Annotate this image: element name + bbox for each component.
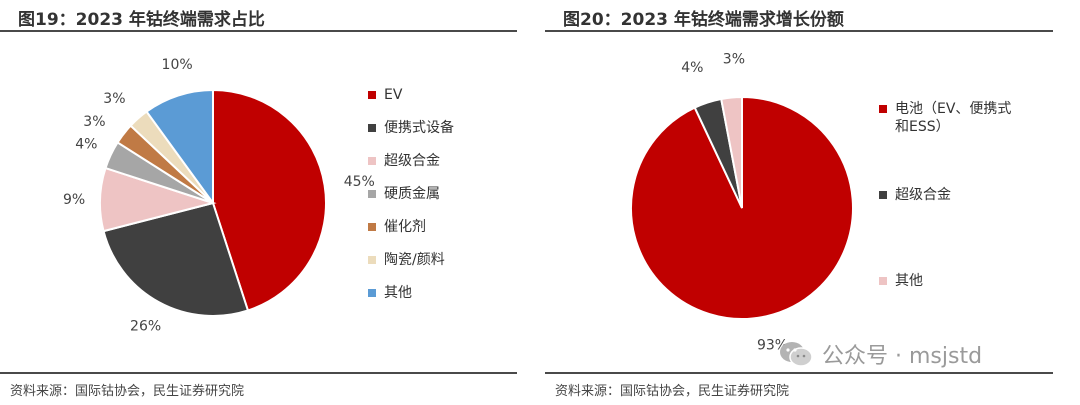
legend-item-0-2: 超级合金 (368, 152, 440, 170)
legend-label: 超级合金 (384, 153, 440, 169)
legend-swatch (368, 256, 376, 264)
data-label-0-1: 26% (130, 319, 161, 335)
legend-item-0-1: 便携式设备 (368, 119, 454, 137)
pie-chart-right: 93% 4% 3% (630, 52, 854, 354)
legend-label: 其他 (895, 273, 923, 289)
pie-slice-0-item-1 (102, 201, 250, 317)
watermark-text: 公众号 · msjstd (822, 344, 983, 369)
right-panel: 图20：2023 年钴终端需求增长份额 93% 4% 3% 电池（EV、便携式和ES… (545, 0, 1080, 405)
source-note-left: 资料来源：国际钴协会，民生证券研究院 (10, 384, 245, 399)
chart-title-right: 图20：2023 年钴终端需求增长份额 (563, 10, 844, 30)
legend-swatch (879, 277, 887, 285)
legend-label: 超级合金 (895, 187, 951, 203)
legend-item-0-3: 硬质金属 (368, 185, 440, 203)
watermark: 公众号 · msjstd (778, 338, 982, 370)
legend-item-1-0: 电池（EV、便携式和ESS） (879, 100, 1020, 136)
pie-slice-0-ev-0 (212, 88, 327, 312)
legend-item-0-5: 陶瓷/颜料 (368, 251, 445, 269)
footer-divider-left (0, 372, 517, 374)
legend-swatch (368, 157, 376, 165)
legend-label: 催化剂 (384, 219, 426, 235)
data-label-0-4: 3% (83, 114, 105, 130)
legend-swatch (368, 124, 376, 132)
legend-swatch (879, 105, 887, 113)
legend-label: 电池（EV、便携式和ESS） (895, 101, 1012, 135)
pie-slice-0-item-6 (145, 88, 214, 207)
legend-item-1-1: 超级合金 (879, 186, 951, 204)
legend-label: 陶瓷/颜料 (384, 252, 445, 268)
pie-chart-left: 45% 26% 9% 4% 3% 3% 10% (63, 57, 375, 335)
legend-item-1-2: 其他 (879, 272, 923, 290)
data-label-1-0: 93% (757, 338, 788, 354)
legend-label: 便携式设备 (384, 120, 454, 136)
legend-item-0-0: EV (368, 86, 402, 104)
left-panel: 图19：2023 年钴终端需求占比 45% 26% 9% 4% 3% 3% 10% EV 便携… (0, 0, 530, 405)
legend-item-0-6: 其他 (368, 284, 412, 302)
data-label-0-2: 9% (63, 192, 85, 208)
title-divider-right (545, 30, 1053, 32)
pie-slice-1-item-2 (720, 95, 743, 209)
chart-title-left: 图19：2023 年钴终端需求占比 (18, 10, 265, 30)
data-label-0-0: 45% (344, 174, 375, 190)
footer-divider-right (545, 372, 1053, 374)
source-note-right: 资料来源：国际钴协会，民生证券研究院 (555, 384, 790, 399)
data-label-1-2: 3% (723, 52, 745, 68)
data-label-0-6: 10% (162, 57, 193, 73)
legend-swatch (368, 223, 376, 231)
legend-label: 硬质金属 (384, 186, 440, 202)
legend-swatch (368, 289, 376, 297)
legend-swatch (368, 91, 376, 99)
data-label-0-5: 3% (103, 91, 125, 107)
wechat-icon (780, 342, 813, 367)
legend-swatch (879, 191, 887, 199)
legend-label: EV (384, 87, 403, 103)
title-divider-left (0, 30, 517, 32)
legend-label: 其他 (384, 285, 412, 301)
legend-swatch (368, 190, 376, 198)
data-label-1-1: 4% (681, 60, 703, 76)
legend-item-0-4: 催化剂 (368, 218, 426, 236)
data-label-0-3: 4% (75, 136, 97, 152)
